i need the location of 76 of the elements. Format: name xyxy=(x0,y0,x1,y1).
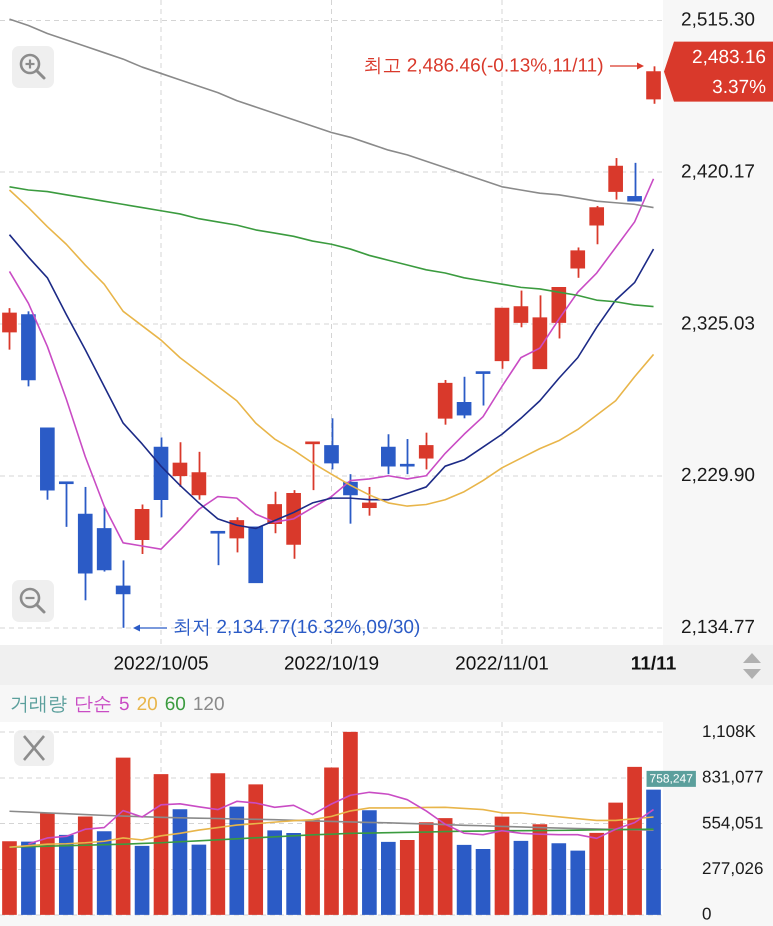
bar xyxy=(21,842,36,915)
candlestick xyxy=(456,376,472,420)
candlestick xyxy=(116,559,130,629)
candlestick xyxy=(324,417,339,470)
y-tick-label: 277,026 xyxy=(702,858,764,878)
candlestick xyxy=(192,450,206,501)
bar xyxy=(532,824,548,915)
bar xyxy=(96,831,112,915)
annotation: 2,483.16 3.37% xyxy=(692,46,766,98)
candlestick xyxy=(476,371,490,406)
bar xyxy=(418,822,434,915)
candlestick xyxy=(418,432,434,470)
bar xyxy=(514,840,528,915)
bar xyxy=(305,820,320,915)
candlestick xyxy=(305,442,320,492)
y-tick-label: 0 xyxy=(702,904,712,924)
x-tick-label: 2022/10/19 xyxy=(284,654,380,675)
bar xyxy=(58,834,74,915)
candlestick xyxy=(589,205,604,246)
data-label: 758,247 xyxy=(650,772,694,786)
bar xyxy=(192,844,206,915)
bar xyxy=(267,830,282,915)
bar xyxy=(456,844,472,915)
bar xyxy=(343,732,358,915)
bar xyxy=(646,790,661,915)
text: 120 xyxy=(192,694,225,715)
candlestick xyxy=(229,516,244,554)
x-tick-label: 2022/11/01 xyxy=(455,654,549,675)
bar xyxy=(172,809,188,915)
candlestick xyxy=(381,433,396,476)
candlestick xyxy=(362,486,377,517)
bar xyxy=(438,818,452,915)
y-tick-label: 2,134.77 xyxy=(681,617,755,638)
bar xyxy=(362,810,377,915)
chart-title: 거래량 xyxy=(10,694,67,715)
bar xyxy=(494,816,510,915)
bar xyxy=(476,849,490,915)
annotation: 최고 2,486.46(-0.13%,11/11) xyxy=(363,56,604,77)
text: 5 xyxy=(119,694,130,715)
candlestick xyxy=(2,307,17,351)
bar xyxy=(570,850,586,915)
y-tick-label: 2,515.30 xyxy=(681,10,755,31)
candlestick xyxy=(172,441,188,488)
bar xyxy=(324,768,339,915)
y-tick-label: 2,325.03 xyxy=(681,313,755,334)
y-tick-label: 831,077 xyxy=(702,768,764,787)
y-tick-label: 554,051 xyxy=(702,813,764,832)
bar xyxy=(608,802,623,915)
bar xyxy=(400,840,415,915)
candlestick xyxy=(627,162,642,202)
y-tick-label: 2,420.17 xyxy=(681,161,755,182)
bar xyxy=(40,813,55,915)
bar xyxy=(210,773,226,915)
text: 20 xyxy=(136,694,158,715)
candlestick xyxy=(514,290,528,328)
bar xyxy=(2,841,17,915)
bar xyxy=(116,758,130,915)
bar xyxy=(134,846,150,915)
bar xyxy=(381,842,396,915)
bar xyxy=(589,832,604,915)
text: 60 xyxy=(164,694,186,715)
y-tick-label: 2,229.90 xyxy=(681,465,755,486)
candlestick xyxy=(400,438,415,476)
legend-title: 단순 xyxy=(74,694,112,715)
bar xyxy=(551,843,566,915)
x-tick-label: 2022/10/05 xyxy=(113,654,209,675)
bar xyxy=(627,766,642,915)
annotation: 최저 2,134.77(16.32%,09/30) xyxy=(173,617,420,638)
bar xyxy=(78,816,93,915)
candlestick xyxy=(570,246,586,279)
bar xyxy=(229,806,244,915)
x-tick-label: 11/11 xyxy=(630,654,677,675)
bar xyxy=(248,784,264,915)
y-tick-label: 1,108K xyxy=(702,722,757,741)
bar xyxy=(154,774,168,915)
bar xyxy=(286,833,301,915)
